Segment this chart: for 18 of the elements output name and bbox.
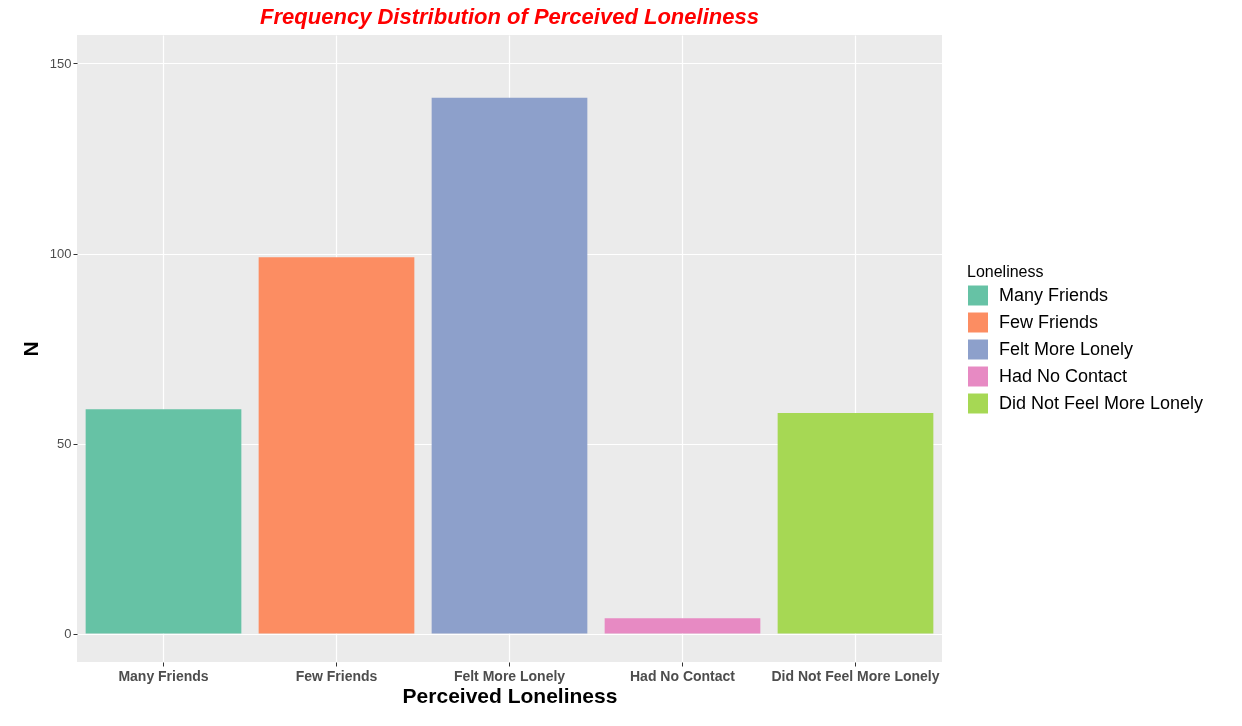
legend-label: Had No Contact — [999, 365, 1128, 386]
y-tick-label: 50 — [57, 436, 72, 451]
legend-label: Few Friends — [999, 311, 1099, 332]
x-tick-label: Felt More Lonely — [453, 667, 566, 684]
chart-title: Frequency Distribution of Perceived Loneliness — [260, 4, 759, 29]
x-tick-label: Many Friends — [118, 667, 209, 684]
x-tick-label: Had No Contact — [630, 667, 736, 684]
legend-label: Did Not Feel More Lonely — [999, 392, 1204, 413]
legend-label: Felt More Lonely — [999, 338, 1134, 359]
x-axis-title: Perceived Loneliness — [402, 683, 618, 707]
x-tick-label: Did Not Feel More Lonely — [771, 667, 940, 684]
y-tick-label: 0 — [64, 626, 72, 641]
legend-label: Many Friends — [999, 284, 1109, 305]
legend-title: Loneliness — [967, 262, 1044, 280]
y-axis-title: N — [18, 341, 42, 357]
y-tick-label: 150 — [49, 56, 72, 71]
x-tick-label: Few Friends — [295, 667, 378, 684]
y-tick-label: 100 — [49, 246, 72, 261]
